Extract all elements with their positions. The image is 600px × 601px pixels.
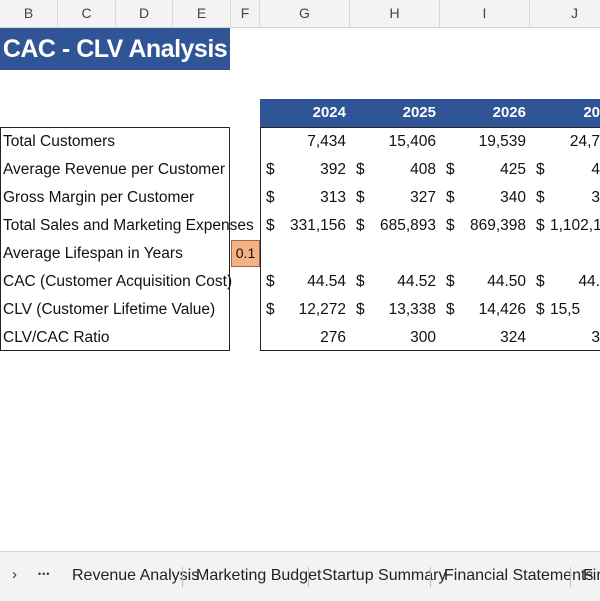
label-sales-marketing[interactable]: Total Sales and Marketing Expenses [3, 217, 254, 234]
year-header-2024[interactable]: 2024 [260, 99, 350, 127]
currency-h-clv: $ [356, 301, 365, 318]
cell-j-total-customers[interactable]: 24,7 [569, 133, 600, 150]
currency-j-clv: $ [536, 301, 545, 318]
cell-i-gross-margin[interactable]: 340 [500, 189, 526, 206]
cell-h-avg-revenue[interactable]: 408 [410, 161, 436, 178]
scroll-tabs-right-icon[interactable]: › [12, 566, 17, 583]
currency-j-sales-marketing: $ [536, 217, 545, 234]
year-header-2025[interactable]: 2025 [350, 99, 440, 127]
column-header-h[interactable]: H [350, 0, 440, 27]
column-header-i[interactable]: I [440, 0, 530, 27]
currency-i-cac: $ [446, 273, 455, 290]
cell-h-clv[interactable]: 13,338 [388, 301, 436, 318]
metric-label-box [0, 127, 230, 351]
cell-i-avg-revenue[interactable]: 425 [500, 161, 526, 178]
label-total-customers[interactable]: Total Customers [3, 133, 115, 150]
currency-g-avg-revenue: $ [266, 161, 275, 178]
cell-g-total-customers[interactable]: 7,434 [307, 133, 346, 150]
cell-i-cac[interactable]: 44.50 [487, 273, 526, 290]
tab-startup-summary[interactable]: Startup Summary [322, 567, 447, 584]
cell-g-clv-cac-ratio[interactable]: 276 [320, 329, 346, 346]
data-table-box [260, 127, 600, 351]
column-header-j[interactable]: J [530, 0, 600, 27]
sheet-tab-bar: › ••• Revenue Analysis Marketing Budget … [0, 551, 600, 601]
cell-g-clv[interactable]: 12,272 [298, 301, 346, 318]
cell-g-avg-revenue[interactable]: 392 [320, 161, 346, 178]
cell-h-total-customers[interactable]: 15,406 [388, 133, 436, 150]
column-header-bar: B C D E F G H I J [0, 0, 600, 28]
currency-g-clv: $ [266, 301, 275, 318]
currency-i-avg-revenue: $ [446, 161, 455, 178]
tab-separator [182, 567, 183, 587]
sheet-title[interactable]: CAC - CLV Analysis [0, 28, 230, 70]
currency-i-sales-marketing: $ [446, 217, 455, 234]
label-avg-revenue[interactable]: Average Revenue per Customer [3, 161, 226, 178]
cell-g-sales-marketing[interactable]: 331,156 [289, 217, 346, 234]
currency-j-avg-revenue: $ [536, 161, 545, 178]
label-clv-cac-ratio[interactable]: CLV/CAC Ratio [3, 329, 110, 346]
currency-j-cac: $ [536, 273, 545, 290]
currency-g-sales-marketing: $ [266, 217, 275, 234]
tab-revenue-analysis[interactable]: Revenue Analysis [72, 567, 200, 584]
column-header-g[interactable]: G [260, 0, 350, 27]
lifespan-input-cell[interactable]: 0.1 [231, 240, 260, 267]
currency-h-avg-revenue: $ [356, 161, 365, 178]
cell-j-clv[interactable]: 15,5 [550, 301, 581, 318]
tab-fin-truncated[interactable]: Fin [583, 567, 600, 584]
currency-h-cac: $ [356, 273, 365, 290]
cell-j-avg-revenue[interactable]: 4 [591, 161, 600, 178]
cell-j-sales-marketing[interactable]: 1,102,1 [550, 217, 600, 234]
cell-j-cac[interactable]: 44. [578, 273, 600, 290]
year-header-next[interactable]: 20 [530, 99, 600, 127]
tab-separator [570, 567, 571, 587]
cell-h-gross-margin[interactable]: 327 [410, 189, 436, 206]
currency-g-gross-margin: $ [266, 189, 275, 206]
column-header-e[interactable]: E [173, 0, 231, 27]
year-header-2026[interactable]: 2026 [440, 99, 530, 127]
more-tabs-icon[interactable]: ••• [38, 569, 51, 579]
column-header-b[interactable]: B [0, 0, 58, 27]
column-header-c[interactable]: C [58, 0, 116, 27]
tab-financial-statements[interactable]: Financial Statements [444, 567, 594, 584]
tab-separator [308, 567, 309, 587]
currency-j-gross-margin: $ [536, 189, 545, 206]
label-avg-lifespan[interactable]: Average Lifespan in Years [3, 245, 183, 262]
currency-i-clv: $ [446, 301, 455, 318]
cell-h-sales-marketing[interactable]: 685,893 [379, 217, 436, 234]
cell-g-gross-margin[interactable]: 313 [320, 189, 346, 206]
cell-h-clv-cac-ratio[interactable]: 300 [410, 329, 436, 346]
column-header-d[interactable]: D [116, 0, 173, 27]
label-gross-margin[interactable]: Gross Margin per Customer [3, 189, 195, 206]
tab-marketing-budget[interactable]: Marketing Budget [196, 567, 322, 584]
cell-i-clv-cac-ratio[interactable]: 324 [500, 329, 526, 346]
currency-i-gross-margin: $ [446, 189, 455, 206]
tab-separator [430, 567, 431, 587]
cell-j-clv-cac-ratio[interactable]: 3 [591, 329, 600, 346]
cell-i-total-customers[interactable]: 19,539 [478, 133, 526, 150]
cell-h-cac[interactable]: 44.52 [397, 273, 436, 290]
currency-g-cac: $ [266, 273, 275, 290]
cell-g-cac[interactable]: 44.54 [307, 273, 346, 290]
cell-j-gross-margin[interactable]: 3 [591, 189, 600, 206]
cell-i-clv[interactable]: 14,426 [478, 301, 526, 318]
column-header-f[interactable]: F [231, 0, 260, 27]
label-clv[interactable]: CLV (Customer Lifetime Value) [3, 301, 216, 318]
cell-i-sales-marketing[interactable]: 869,398 [469, 217, 526, 234]
currency-h-sales-marketing: $ [356, 217, 365, 234]
label-cac[interactable]: CAC (Customer Acquisition Cost) [3, 273, 233, 290]
currency-h-gross-margin: $ [356, 189, 365, 206]
